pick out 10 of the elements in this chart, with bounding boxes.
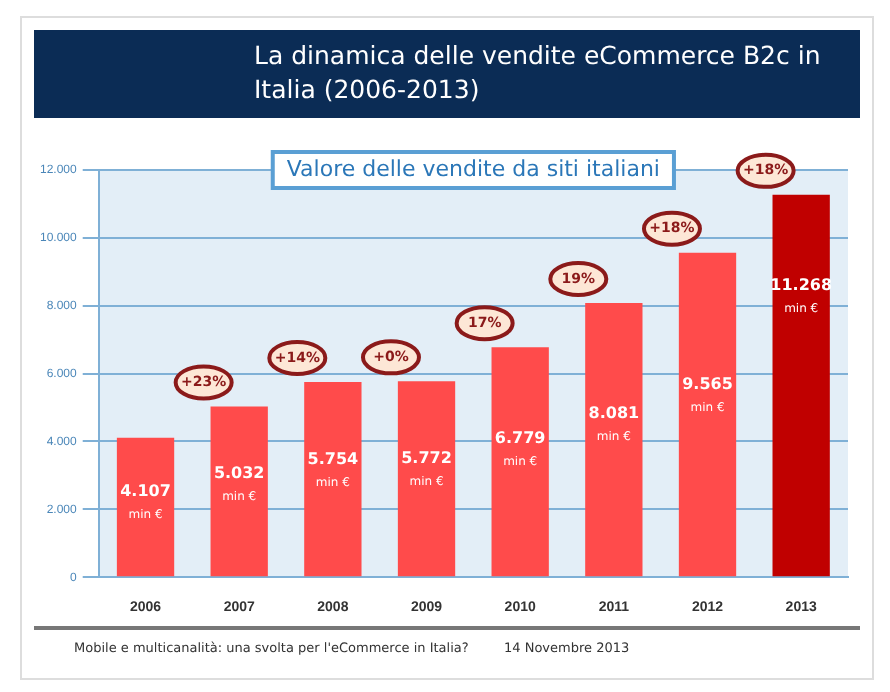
bar	[491, 347, 549, 577]
bar	[772, 194, 830, 577]
chart-title: La dinamica delle vendite eCommerce B2c in Italia (2006-2013)	[254, 38, 823, 106]
bar	[397, 381, 456, 577]
bar	[210, 406, 268, 577]
bar	[678, 252, 737, 577]
chart-subtitle: Valore delle vendite da siti italiani	[286, 155, 660, 182]
bar	[585, 302, 643, 577]
bar	[304, 381, 362, 577]
bar	[116, 437, 175, 577]
